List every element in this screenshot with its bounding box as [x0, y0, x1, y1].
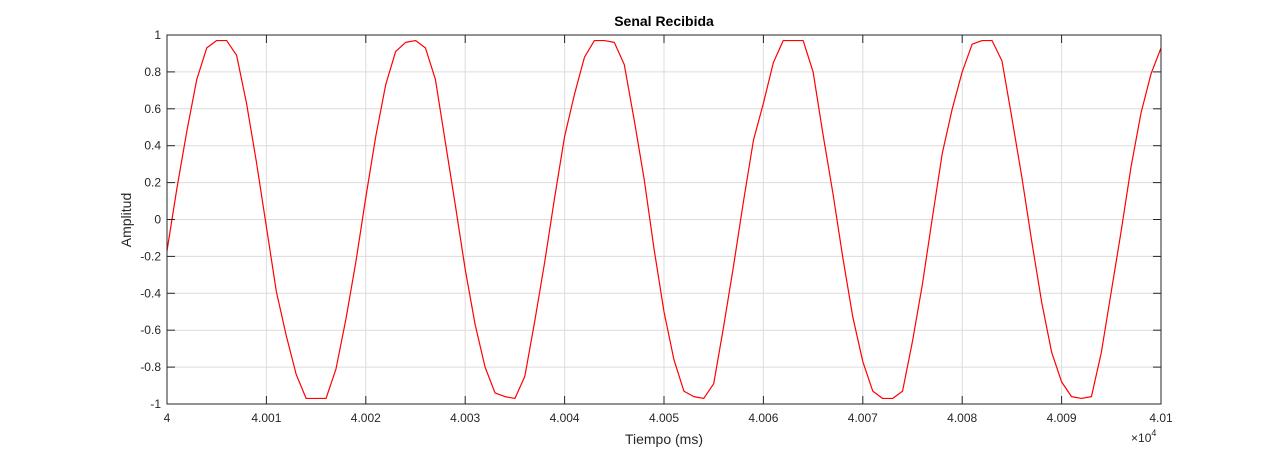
y-tick-label: 1	[154, 28, 161, 42]
exponent-power: 4	[1151, 428, 1156, 438]
x-tick-label: 4.004	[550, 411, 580, 425]
y-tick-label: -0.6	[140, 323, 161, 337]
signal-line	[166, 39, 1162, 400]
y-tick-label: 0.2	[144, 176, 161, 190]
x-tick-label: 4.008	[947, 411, 977, 425]
series-group	[166, 39, 1162, 400]
y-tick-labels: -1 -0.8 -0.6 -0.4 -0.2 0 0.2 0.4 0.6 0.8 1	[140, 28, 161, 411]
y-tick-label: 0.4	[144, 139, 161, 153]
y-tick-label: -0.2	[140, 249, 161, 263]
y-tick-label: 0	[154, 213, 161, 227]
y-tick-label: 0.6	[144, 102, 161, 116]
x-axis-label: Tiempo (ms)	[625, 431, 703, 447]
y-tick-label: 0.8	[144, 65, 161, 79]
x-tick-labels: 4 4.001 4.002 4.003 4.004 4.005 4.006 4.007 4.00…	[164, 411, 1173, 425]
x-tick-label: 4.005	[649, 411, 679, 425]
x-tick-label: 4.003	[450, 411, 480, 425]
x-tick-label: 4.007	[848, 411, 878, 425]
y-tick-label: -1	[150, 397, 161, 411]
x-tick-label: 4.006	[748, 411, 778, 425]
tick-marks	[166, 34, 1162, 405]
x-tick-label: 4.01	[1149, 411, 1173, 425]
chart-title: Senal Recibida	[614, 13, 714, 29]
exponent-times-sign: ×	[1131, 431, 1138, 445]
y-tick-label: -0.8	[140, 360, 161, 374]
x-axis-exponent: ×104	[1131, 428, 1156, 445]
x-tick-label: 4.001	[251, 411, 281, 425]
exponent-base: 10	[1138, 431, 1152, 445]
y-tick-label: -0.4	[140, 286, 161, 300]
x-tick-label: 4.002	[351, 411, 381, 425]
y-axis-label: Amplitud	[118, 193, 134, 247]
x-tick-label: 4.009	[1047, 411, 1077, 425]
x-tick-label: 4	[164, 411, 171, 425]
